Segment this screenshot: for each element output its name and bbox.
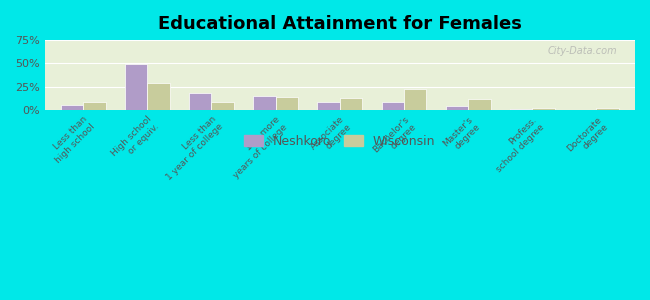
Bar [60, 105, 83, 110]
Bar [597, 108, 619, 110]
Bar [211, 103, 234, 110]
Bar [125, 64, 148, 110]
Bar [317, 103, 340, 110]
Bar [340, 98, 362, 110]
Text: City-Data.com: City-Data.com [548, 46, 617, 56]
Title: Educational Attainment for Females: Educational Attainment for Females [158, 15, 522, 33]
Bar [468, 99, 491, 110]
Bar [404, 88, 426, 110]
Bar [253, 96, 276, 110]
Bar [189, 93, 211, 110]
Bar [83, 102, 105, 110]
Bar [148, 83, 170, 110]
Bar [382, 102, 404, 110]
Bar [532, 108, 555, 110]
Legend: Neshkoro, Wisconsin: Neshkoro, Wisconsin [238, 128, 441, 154]
Bar [446, 106, 468, 110]
Bar [276, 97, 298, 110]
